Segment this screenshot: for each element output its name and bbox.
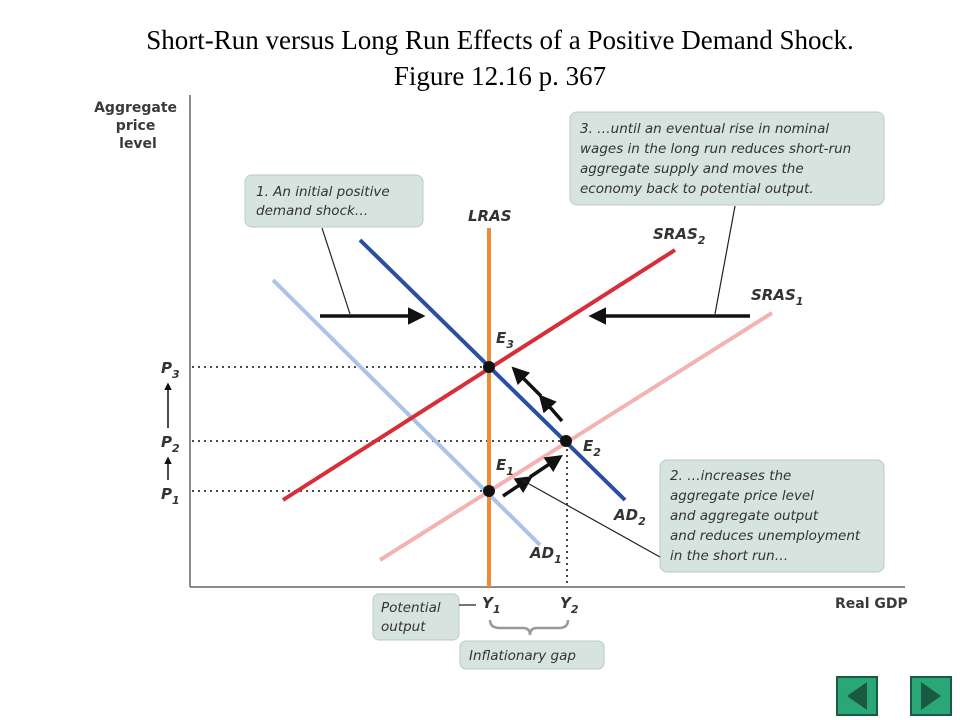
movement-arrow-3 [538, 394, 564, 423]
ad1-label: AD1 [529, 544, 562, 566]
e3-label: E3 [496, 329, 514, 351]
sras2-label: SRAS2 [653, 225, 706, 247]
note-1-box [244, 174, 424, 228]
sras1-label: SRAS1 [751, 286, 803, 308]
note-3-leader [714, 205, 736, 315]
y-axis-label: Aggregate price level [94, 100, 182, 152]
inflationary-gap-text: Inflationary gap [469, 648, 576, 664]
e1-label: E1 [496, 456, 514, 478]
lras-label: LRAS [468, 207, 512, 225]
e2-label: E2 [583, 437, 601, 459]
triangle-left-icon [847, 682, 867, 710]
movement-arrow-4 [511, 366, 543, 398]
note-2-leader [521, 479, 661, 558]
inflationary-gap-brace [488, 619, 570, 636]
ad2-label: AD2 [613, 506, 646, 528]
x-axis-label: Real GDP [835, 596, 908, 612]
potential-output-box [372, 593, 460, 641]
p2-label: P2 [161, 433, 180, 455]
note-2-text: 2. …increases the aggregate price level … [670, 468, 864, 564]
inflationary-gap-box [459, 640, 605, 670]
movement-arrow-2 [529, 455, 563, 479]
forward-button[interactable] [910, 676, 952, 716]
note-3-box [569, 111, 885, 206]
title-line-1: Short-Run versus Long Run Effects of a P… [146, 25, 854, 55]
movement-arrow-1 [502, 476, 533, 498]
note-1-text: 1. An initial positive demand shock… [256, 184, 394, 219]
title-line-2: Figure 12.16 p. 367 [393, 61, 607, 91]
p1-label: P1 [161, 485, 180, 507]
y2-label: Y2 [560, 594, 579, 616]
slide-title: Short-Run versus Long Run Effects of a P… [0, 22, 960, 94]
note-3-text: 3. …until an eventual rise in nominal wa… [580, 121, 856, 197]
triangle-right-icon [921, 682, 941, 710]
p3-label: P3 [161, 359, 180, 381]
sras1-curve [378, 311, 774, 562]
e2-point [560, 435, 572, 447]
e1-point [483, 485, 495, 497]
sras2-curve [281, 248, 677, 502]
note-2-box [659, 459, 885, 573]
y1-label: Y1 [482, 594, 501, 616]
e3-point [483, 361, 495, 373]
note-1-leader [321, 227, 351, 315]
potential-output-text: Potential output [381, 600, 445, 635]
back-button[interactable] [836, 676, 878, 716]
ad1-curve [271, 278, 542, 547]
